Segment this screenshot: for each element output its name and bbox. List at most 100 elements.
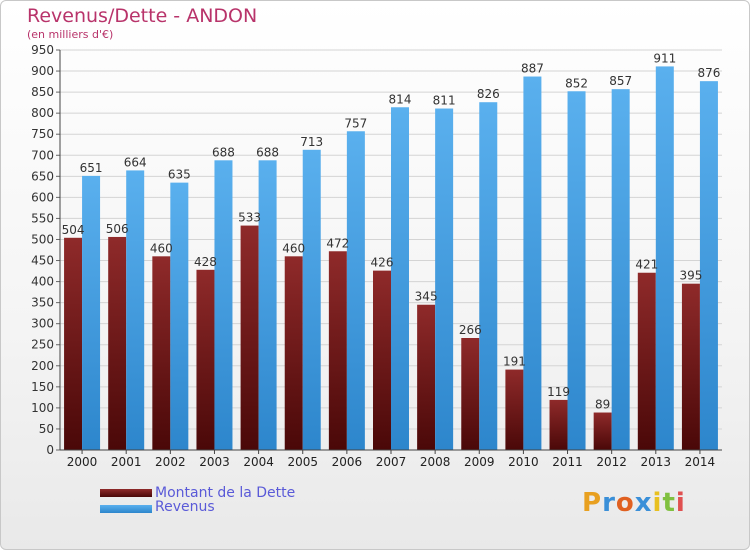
x-tick-label: 2008 [420, 455, 451, 469]
y-tick-label: 450 [31, 254, 54, 268]
x-tick-label: 2014 [685, 455, 716, 469]
data-label-revenue: 826 [477, 87, 500, 101]
data-label-revenue: 757 [344, 116, 367, 130]
logo-letter: x [634, 488, 653, 518]
data-label-debt: 533 [238, 211, 261, 225]
x-tick-label: 2005 [287, 455, 318, 469]
y-tick-label: 800 [31, 106, 54, 120]
data-label-revenue: 713 [300, 135, 323, 149]
bar-debt [373, 270, 391, 450]
bar-debt [64, 237, 83, 450]
legend-label-debt: Montant de la Dette [155, 485, 296, 501]
y-tick-label: 900 [31, 64, 54, 78]
data-label-revenue: 857 [609, 74, 632, 88]
y-tick-label: 500 [31, 232, 54, 246]
y-tick-label: 850 [31, 85, 54, 99]
x-tick-label: 2002 [155, 455, 186, 469]
data-label-revenue: 876 [697, 66, 720, 80]
bar-debt [637, 272, 656, 450]
y-tick-label: 550 [31, 211, 54, 225]
data-label-debt: 266 [459, 323, 482, 337]
logo-letter: i [675, 488, 686, 518]
data-label-debt: 428 [194, 255, 217, 269]
bar-debt [505, 369, 524, 450]
data-label-debt: 460 [150, 241, 173, 255]
bar-revenue [126, 170, 145, 450]
data-label-debt: 119 [547, 385, 570, 399]
bar-debt [461, 338, 480, 450]
logo-letter: P [582, 488, 603, 518]
x-tick-label: 2001 [111, 455, 142, 469]
y-tick-label: 0 [46, 443, 54, 457]
bar-revenue [391, 107, 409, 451]
data-label-revenue: 688 [212, 145, 235, 159]
data-label-revenue: 852 [565, 76, 588, 90]
bar-debt [593, 412, 612, 450]
y-tick-label: 350 [31, 296, 54, 310]
bar-revenue [655, 66, 674, 450]
legend-label-revenue: Revenus [155, 499, 215, 515]
bar-revenue [346, 131, 365, 450]
proxiti-logo: Proxiti [582, 488, 686, 518]
data-label-revenue: 911 [653, 51, 676, 65]
data-label-revenue: 664 [124, 155, 147, 169]
x-tick-label: 2004 [243, 455, 274, 469]
y-tick-label: 400 [31, 275, 54, 289]
logo-letter: o [615, 488, 635, 518]
data-label-revenue: 635 [168, 168, 191, 182]
bar-debt [240, 225, 259, 450]
bar-debt [284, 256, 303, 450]
data-label-debt: 395 [679, 269, 702, 283]
y-tick-label: 700 [31, 148, 54, 162]
y-tick-label: 600 [31, 190, 54, 204]
data-label-revenue: 887 [521, 62, 544, 76]
bar-revenue [435, 108, 454, 451]
bar-revenue [523, 76, 542, 451]
legend-swatch-revenue [100, 505, 152, 513]
data-label-revenue: 811 [433, 94, 456, 108]
bar-revenue [479, 102, 498, 451]
x-tick-label: 2013 [641, 455, 672, 469]
data-label-debt: 504 [62, 223, 85, 237]
y-tick-label: 150 [31, 380, 54, 394]
x-tick-label: 2006 [332, 455, 363, 469]
data-label-debt: 426 [371, 256, 394, 270]
bar-debt [549, 399, 568, 450]
bar-revenue [567, 91, 586, 451]
bar-debt [152, 256, 171, 450]
x-tick-label: 2007 [376, 455, 407, 469]
data-label-debt: 345 [415, 290, 438, 304]
logo-letter: i [652, 488, 663, 518]
bar-debt [328, 251, 347, 450]
bar-revenue [170, 182, 189, 450]
bar-debt [681, 283, 700, 450]
x-tick-label: 2011 [552, 455, 583, 469]
legend-swatch-debt [100, 489, 152, 497]
data-label-debt: 89 [595, 398, 610, 412]
data-label-debt: 472 [326, 236, 349, 250]
y-tick-label: 950 [31, 43, 54, 57]
data-label-debt: 506 [106, 222, 129, 236]
bar-revenue [611, 89, 630, 450]
bar-revenue [214, 160, 233, 450]
bar-revenue [302, 149, 321, 450]
logo-letter: r [602, 488, 616, 518]
x-tick-label: 2003 [199, 455, 230, 469]
y-tick-label: 250 [31, 338, 54, 352]
x-tick-label: 2012 [596, 455, 627, 469]
data-label-debt: 191 [503, 355, 526, 369]
data-label-debt: 460 [282, 241, 305, 255]
x-tick-label: 2010 [508, 455, 539, 469]
bar-revenue [258, 160, 277, 450]
logo-letter: t [662, 488, 676, 518]
data-label-revenue: 651 [80, 161, 103, 175]
y-tick-label: 300 [31, 317, 54, 331]
y-tick-label: 650 [31, 169, 54, 183]
bar-revenue [699, 81, 718, 450]
y-tick-label: 750 [31, 127, 54, 141]
y-tick-label: 50 [39, 422, 54, 436]
bar-revenue [82, 175, 101, 451]
y-tick-label: 200 [31, 359, 54, 373]
chart-subtitle: (en milliers d'€) [27, 28, 114, 41]
